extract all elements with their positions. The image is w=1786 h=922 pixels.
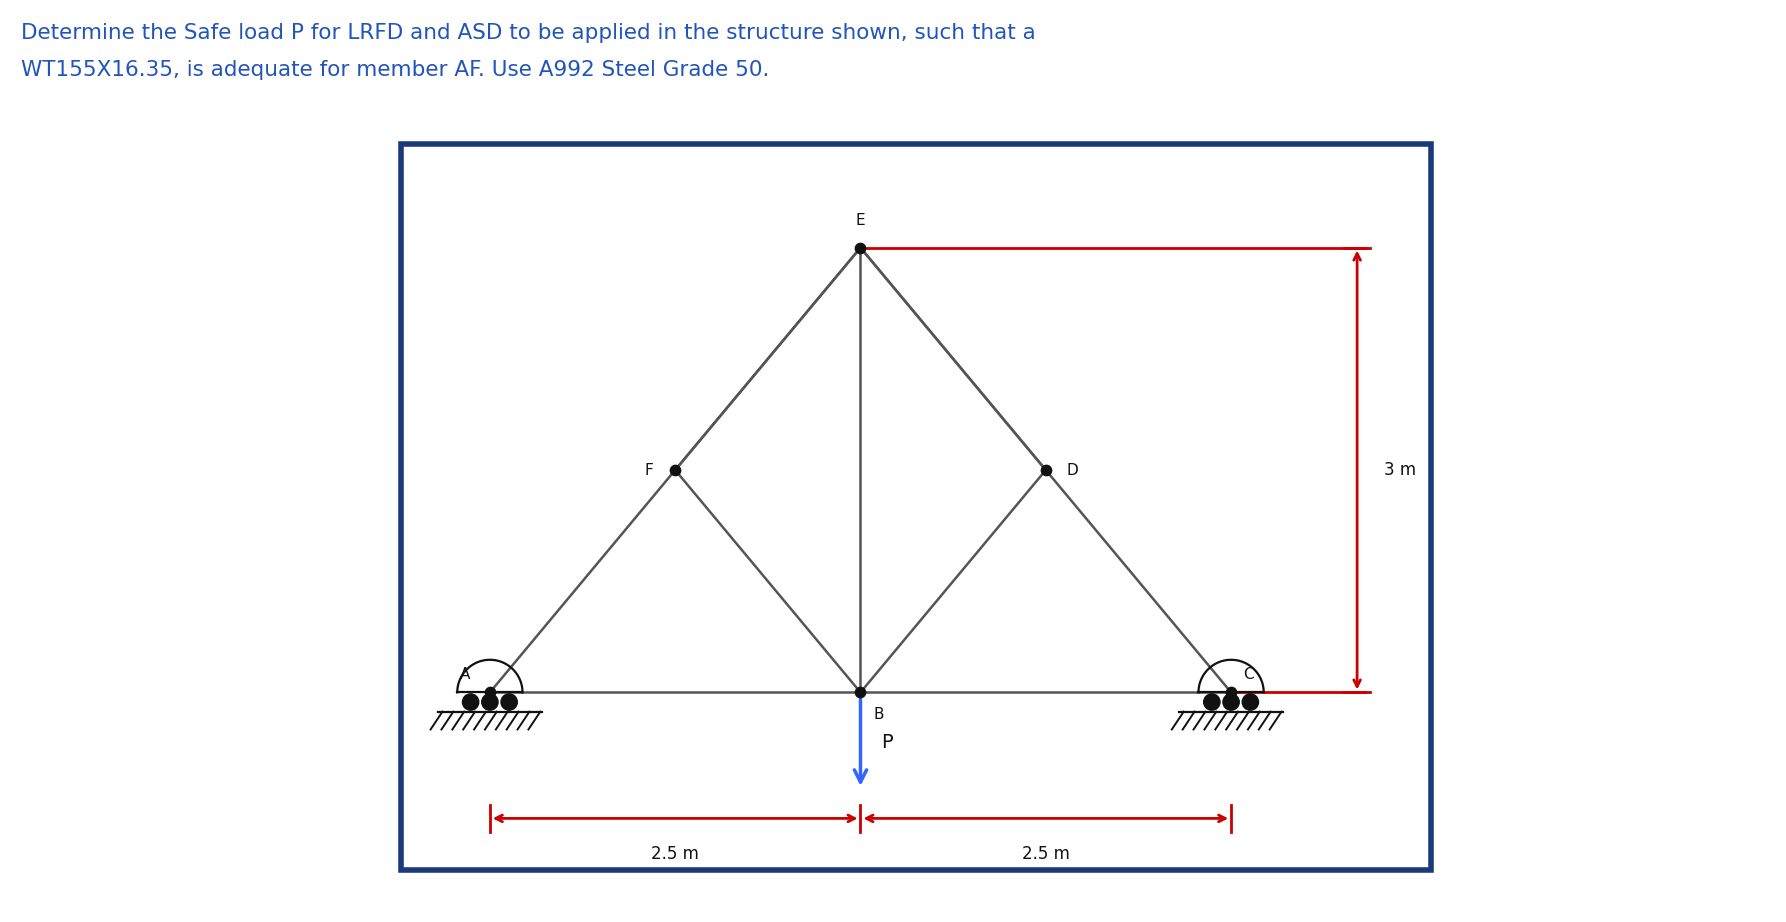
Text: WT155X16.35, is adequate for member AF. Use A992 Steel Grade 50.: WT155X16.35, is adequate for member AF. … bbox=[21, 60, 770, 80]
Text: D: D bbox=[1066, 463, 1079, 478]
Text: 2.5 m: 2.5 m bbox=[1022, 845, 1070, 863]
Text: A: A bbox=[459, 668, 470, 682]
Circle shape bbox=[1223, 694, 1239, 710]
Text: P: P bbox=[880, 733, 893, 751]
Circle shape bbox=[1243, 694, 1259, 710]
Text: C: C bbox=[1243, 668, 1254, 682]
Point bbox=[475, 685, 504, 700]
Circle shape bbox=[1204, 694, 1220, 710]
Circle shape bbox=[482, 694, 498, 710]
Point bbox=[1032, 463, 1061, 478]
Point bbox=[847, 685, 875, 700]
Point bbox=[847, 241, 875, 255]
Text: B: B bbox=[873, 707, 884, 722]
Text: 2.5 m: 2.5 m bbox=[652, 845, 698, 863]
Text: F: F bbox=[645, 463, 654, 478]
Point bbox=[661, 463, 689, 478]
Text: E: E bbox=[855, 214, 864, 229]
Circle shape bbox=[463, 694, 479, 710]
Point bbox=[1216, 685, 1245, 700]
Text: Determine the Safe load P for LRFD and ASD to be applied in the structure shown,: Determine the Safe load P for LRFD and A… bbox=[21, 23, 1036, 43]
Text: 3 m: 3 m bbox=[1384, 461, 1416, 479]
Circle shape bbox=[502, 694, 518, 710]
